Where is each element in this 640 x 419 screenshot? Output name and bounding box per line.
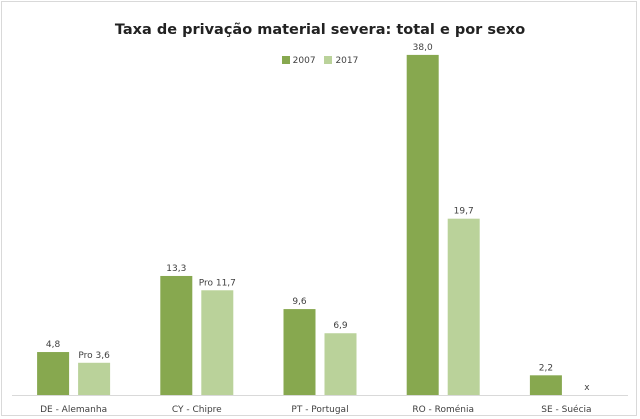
data-label-2017-pt-portugal: 6,9 — [333, 321, 348, 331]
bar-2017-de-alemanha — [78, 362, 111, 395]
bar-2007-se-su-cia — [529, 375, 562, 395]
bar-2007-pt-portugal — [283, 309, 316, 395]
category-label-pt-portugal: PT - Portugal — [291, 405, 348, 415]
bar-2017-ro-rom-nia — [447, 218, 480, 395]
data-label-2007-se-su-cia: 2,2 — [539, 363, 553, 373]
legend-swatch-2007 — [281, 56, 290, 64]
chart-title: Taxa de privação material severa: total … — [114, 22, 526, 38]
legend-label-2017: 2017 — [335, 56, 359, 66]
data-label-2017-cy-chipre: Pro 11,7 — [199, 278, 236, 288]
legend: 2007 2017 — [0, 56, 640, 67]
data-label-2007-pt-portugal: 9,6 — [292, 297, 307, 307]
legend-label-2007: 2007 — [292, 56, 316, 66]
bar-2007-ro-rom-nia — [406, 54, 439, 396]
data-label-2017-ro-rom-nia: 19,7 — [454, 207, 474, 217]
data-label-2007-cy-chipre: 13,3 — [166, 264, 186, 274]
legend-item-2007: 2007 — [281, 56, 316, 66]
category-label-se-su-cia: SE - Suécia — [541, 404, 591, 415]
category-label-ro-rom-nia: RO - Roménia — [412, 404, 474, 415]
data-label-2007-ro-rom-nia: 38,0 — [413, 43, 433, 53]
data-label-2017-de-alemanha: Pro 3,6 — [78, 351, 110, 361]
category-label-cy-chipre: CY - Chipre — [172, 405, 222, 415]
legend-item-2017: 2017 — [324, 56, 358, 66]
category-label-de-alemanha: DE - Alemanha — [40, 405, 107, 415]
bar-2007-de-alemanha — [37, 352, 70, 395]
legend-swatch-2017 — [324, 56, 333, 64]
bar-2017-cy-chipre — [201, 290, 234, 395]
data-label-2007-de-alemanha: 4,8 — [46, 340, 61, 350]
data-label-2017-se-su-cia: x — [584, 383, 590, 393]
bar-2007-cy-chipre — [160, 275, 193, 395]
bar-2017-pt-portugal — [324, 333, 357, 395]
